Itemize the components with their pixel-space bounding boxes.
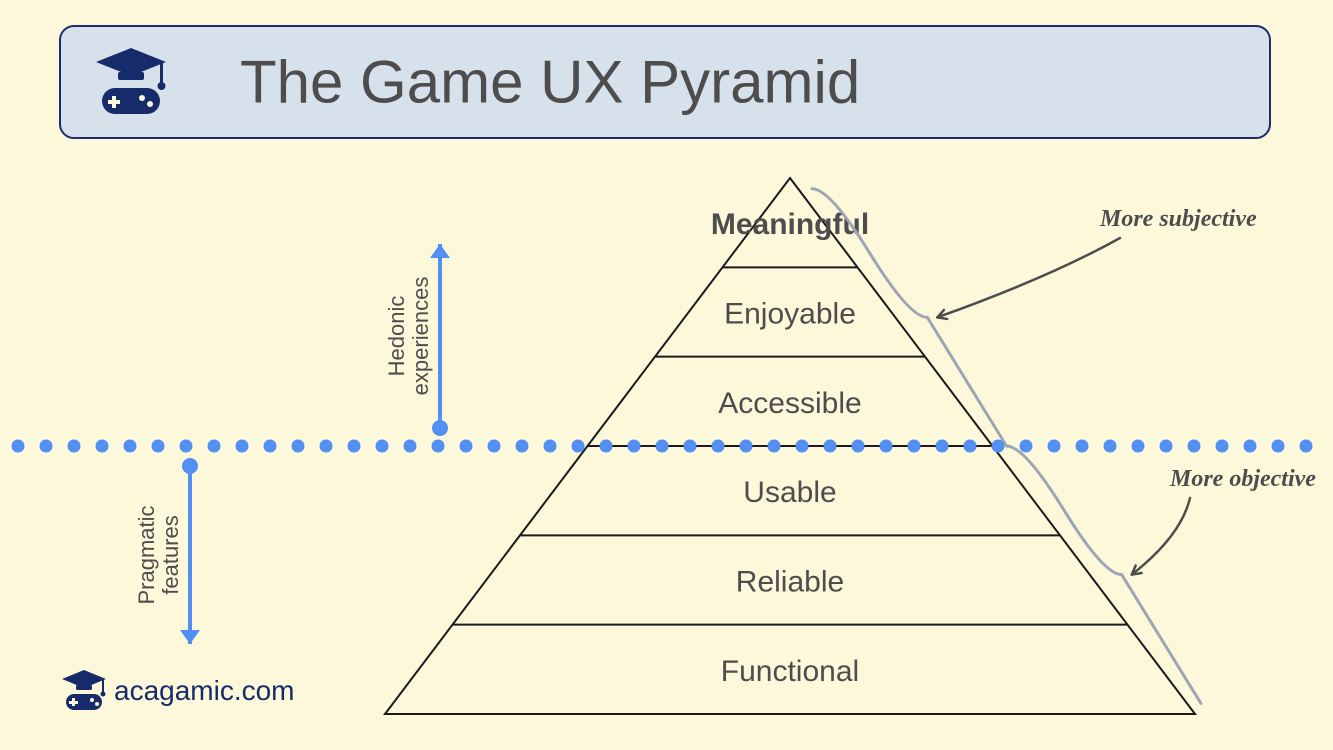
footer-url: acagamic.com [114,675,295,706]
divider-dot [516,440,529,453]
divider-dot [460,440,473,453]
divider-dot [1048,440,1061,453]
pyramid-level-label: Reliable [736,566,844,599]
divider-dot [1160,440,1173,453]
arrow-pragmatic-label-1: Pragmatic [134,505,159,604]
divider-dot [208,440,221,453]
divider-dot [572,440,585,453]
divider-dot [684,440,697,453]
divider-dot [1188,440,1201,453]
divider-dot [432,440,445,453]
divider-dot [992,440,1005,453]
divider-dot [180,440,193,453]
pyramid-level-label: Accessible [718,387,861,420]
arrow-pragmatic-label-2: features [158,515,183,595]
divider-dot [40,440,53,453]
divider-dot [292,440,305,453]
annotation-objective-label: More objective [1169,466,1316,492]
pyramid-level-label: Meaningful [711,208,869,241]
divider-dot [1104,440,1117,453]
divider-dot [68,440,81,453]
divider-dot [1020,440,1033,453]
divider-dot [656,440,669,453]
divider-dot [628,440,641,453]
divider-dot [124,440,137,453]
divider-dot [96,440,109,453]
divider-dot [600,440,613,453]
divider-dot [964,440,977,453]
divider-dot [1272,440,1285,453]
arrow-hedonic-label-2: experiences [408,277,433,396]
divider-dot [824,440,837,453]
pyramid-level-label: Enjoyable [724,298,856,331]
divider-dot [376,440,389,453]
divider-dot [12,440,25,453]
divider-dot [348,440,361,453]
divider-dot [936,440,949,453]
divider-dot [908,440,921,453]
annotation-subjective-label: More subjective [1099,206,1257,232]
pyramid-level-label: Functional [721,655,859,688]
divider-dot [796,440,809,453]
divider-dot [1216,440,1229,453]
pyramid-level-label: Usable [743,476,836,509]
divider-dot [236,440,249,453]
divider-dot [712,440,725,453]
divider-dot [152,440,165,453]
divider-dot [1300,440,1313,453]
divider-dot [1132,440,1145,453]
divider-dot [1244,440,1257,453]
divider-dot [320,440,333,453]
divider-dot [852,440,865,453]
divider-dot [880,440,893,453]
divider-dot [544,440,557,453]
divider-dot [1076,440,1089,453]
divider-dot [404,440,417,453]
divider-dot [488,440,501,453]
arrow-hedonic-label-1: Hedonic [384,296,409,377]
header-title: The Game UX Pyramid [240,49,860,116]
divider-dot [740,440,753,453]
divider-dot [768,440,781,453]
divider-dot [264,440,277,453]
